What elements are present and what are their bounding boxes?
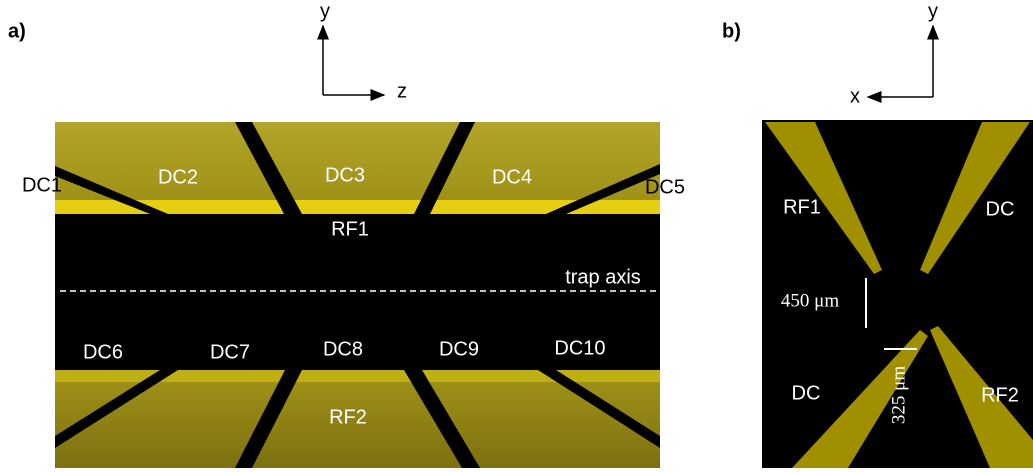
panel-label: b) [722, 20, 741, 42]
scale-label: 450 μm [781, 290, 839, 311]
electrode-label: DC [986, 198, 1015, 220]
axis-label: x [850, 85, 860, 107]
axis-label: y [320, 0, 330, 22]
annotation: trap axis [565, 266, 641, 288]
electrode-label: DC1 [22, 174, 62, 196]
electrode-label: RF2 [981, 384, 1019, 406]
axis-label: z [397, 80, 407, 102]
electrode-label: DC8 [323, 338, 363, 360]
axes-a [323, 26, 384, 95]
electrode-label: DC [792, 382, 821, 404]
electrode-label: DC4 [492, 166, 532, 188]
electrode-label: DC10 [554, 337, 605, 359]
electrode-label: DC3 [325, 164, 365, 186]
electrode-label: DC9 [439, 338, 479, 360]
scale-label: 325 μm [888, 366, 909, 424]
electrode-label: DC7 [210, 341, 250, 363]
electrode-label: RF2 [329, 406, 367, 428]
electrode-label: DC5 [645, 176, 685, 198]
figure: a) y z DC1 DC2 DC3 DC4 DC5 RF1 DC6 DC7 D… [0, 0, 1033, 473]
electrode-label: RF1 [783, 196, 821, 218]
electrode-label: DC6 [83, 341, 123, 363]
axis-label: y [928, 0, 938, 22]
electrode-label: DC2 [158, 166, 198, 188]
electrode-label: RF1 [331, 218, 369, 240]
panel-label: a) [8, 20, 26, 42]
axes-b [868, 26, 933, 97]
